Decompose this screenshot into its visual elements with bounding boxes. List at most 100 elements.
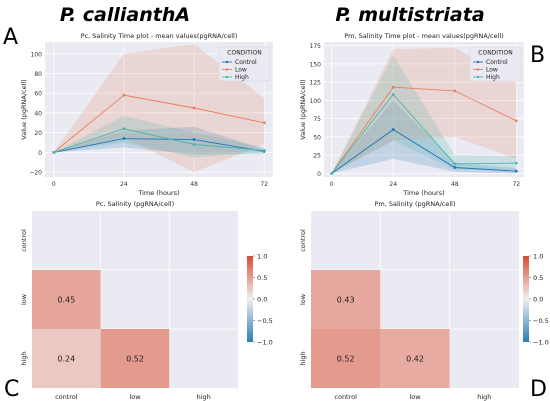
line-chart-pm: 0 25 50 75 100 125 150 175 0 24 48 72 Pm, Salinity T… — [299, 32, 524, 197]
data-point-high — [52, 150, 56, 154]
y-category-label: high — [299, 351, 307, 365]
y-axis-label: Value (pgRNA/cell) — [299, 79, 307, 139]
legend-marker-control — [476, 60, 480, 64]
cell-value-label: 0.42 — [406, 355, 424, 364]
cell-value-label: 0.52 — [126, 355, 144, 364]
series-line-high — [53, 128, 265, 153]
colorbar-tick-label: −1.0 — [257, 339, 273, 347]
data-point-low — [514, 119, 518, 123]
colorbar-tick-label: −0.5 — [533, 317, 549, 325]
heatmap-cell — [380, 329, 450, 388]
data-point-control — [514, 169, 518, 173]
colorbar-tick-label: −1.0 — [533, 339, 549, 347]
x-category-label: high — [477, 393, 491, 401]
y-tick-label: 100 — [31, 51, 43, 58]
data-point-high — [453, 162, 457, 166]
legend-marker-high — [476, 75, 480, 79]
series-line-control — [53, 138, 265, 153]
x-category-label: control — [334, 393, 357, 401]
legend-label-control: Control — [486, 59, 508, 66]
x-tick-label: 24 — [120, 181, 128, 188]
chart-title: Pm, Salinity Time plot - mean values(pgR… — [344, 32, 504, 40]
header-left: P. callianthA — [60, 4, 190, 26]
x-tick-label: 48 — [451, 181, 459, 188]
y-category-label: low — [20, 293, 28, 305]
y-tick-label: 75 — [313, 116, 321, 123]
y-tick-label: 125 — [310, 80, 322, 87]
cell-value-label: 0.52 — [337, 355, 355, 364]
legend-title: CONDITION — [227, 50, 261, 57]
heatmap-title: Pc, Salinity (pgRNA/cell) — [96, 200, 174, 208]
panel-letter-d: D — [530, 377, 547, 401]
y-tick-label: 25 — [313, 153, 321, 160]
series-line-low — [53, 94, 265, 153]
data-point-low — [122, 93, 126, 97]
confidence-band-low — [53, 44, 265, 173]
data-point-high — [122, 127, 126, 131]
confidence-band-control — [331, 100, 517, 174]
heatmap-pc: 0.45 0.24 0.52 control control low low high high… — [20, 200, 273, 401]
y-tick-label: 175 — [310, 43, 322, 50]
colorbar-tick-label: 1.0 — [533, 253, 543, 261]
data-point-control — [192, 138, 196, 141]
x-tick-label: 0 — [52, 181, 56, 188]
colorbar-tick-label: 0.5 — [533, 274, 543, 282]
data-point-high — [330, 171, 334, 175]
y-tick-label: 150 — [310, 61, 322, 68]
line-chart-pc: −20 0 20 40 60 80 100 0 24 48 72 Pc, Salinity Time … — [20, 32, 273, 197]
series-line-low — [331, 86, 517, 174]
x-tick-label: 0 — [330, 181, 334, 188]
x-axis-label: Time (hours) — [402, 189, 444, 197]
x-category-label: low — [409, 393, 421, 401]
colorbar-tick-label: 0.5 — [257, 274, 267, 282]
heatmap-pm: 0.43 0.52 0.42 control control low low high high… — [299, 200, 549, 401]
colorbar-tick-label: 1.0 — [257, 253, 267, 261]
legend-title: CONDITION — [478, 50, 512, 57]
colorbar — [523, 256, 529, 342]
confidence-band-high — [331, 55, 517, 174]
data-point-high — [262, 148, 266, 152]
series-line-high — [331, 93, 517, 174]
data-point-high — [514, 161, 518, 165]
legend-label-control: Control — [235, 59, 257, 66]
heatmap-cell — [100, 329, 170, 388]
x-tick-label: 24 — [389, 181, 397, 188]
data-point-low — [192, 106, 196, 110]
series-line-control — [331, 129, 517, 174]
heatmap-cell — [32, 329, 101, 388]
legend-box — [469, 46, 522, 82]
panel-letter-b: B — [530, 43, 545, 68]
x-category-label: control — [55, 393, 78, 401]
y-tick-label: 80 — [34, 71, 42, 78]
y-category-label: low — [299, 293, 307, 305]
heatmap-title: Pm, Salinity (pgRNA/cell) — [374, 200, 455, 208]
colorbar-tick-label: 0.0 — [533, 296, 543, 304]
data-point-low — [391, 85, 395, 89]
y-tick-label: 100 — [310, 98, 322, 105]
legend-label-low: Low — [486, 67, 498, 74]
y-tick-label: 50 — [313, 134, 321, 141]
x-tick-label: 72 — [512, 181, 520, 188]
heatmap-cell — [32, 270, 101, 329]
data-point-high — [391, 93, 395, 96]
data-point-control — [122, 137, 126, 140]
y-tick-label: −20 — [29, 170, 42, 177]
data-point-low — [262, 121, 266, 125]
y-category-label: control — [20, 229, 28, 252]
confidence-band-control — [53, 126, 265, 155]
legend-marker-control — [225, 60, 229, 64]
legend-marker-high — [225, 75, 229, 79]
x-tick-label: 72 — [260, 181, 268, 188]
legend-label-low: Low — [235, 67, 247, 74]
cell-value-label: 0.24 — [57, 355, 75, 364]
y-category-label: control — [299, 229, 307, 252]
data-point-control — [391, 128, 395, 131]
cell-value-label: 0.45 — [57, 296, 75, 305]
data-point-low — [453, 89, 457, 93]
cell-value-label: 0.43 — [337, 296, 355, 305]
x-axis-label: Time (hours) — [137, 189, 179, 197]
colorbar — [247, 256, 253, 342]
y-tick-label: 40 — [34, 110, 42, 117]
data-point-control — [453, 166, 457, 169]
